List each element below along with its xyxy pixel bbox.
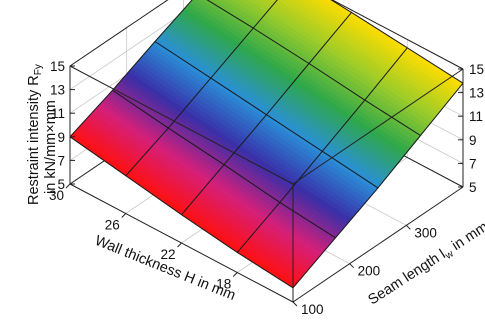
z-axis-title-line2: in kN/mm×mm [43, 100, 59, 194]
axis-ticks: 5 5 7 7 9 9 11 11 13 13 15 15 30 26 22 18 100 200 300 [49, 59, 484, 317]
x-axis-title: Wall thickness H in mm [93, 233, 238, 304]
x-tick-mark [177, 242, 182, 248]
mesh-line [69, 136, 294, 289]
z-tick-label: 9 [469, 133, 477, 148]
mesh-line [330, 0, 464, 84]
z-tick-label: 11 [469, 109, 483, 124]
z-tick-label: 5 [469, 180, 477, 195]
mesh-line [154, 41, 379, 189]
z-tick-label: 9 [57, 130, 65, 145]
box-edge [331, 0, 464, 70]
z-tick-label: 5 [57, 177, 65, 192]
x-tick-mark [121, 213, 127, 218]
z-tick-label: 11 [51, 106, 65, 121]
x-tick-label: 30 [49, 188, 64, 203]
z-tick-label: 13 [50, 83, 65, 98]
x-tick-label: 18 [216, 277, 231, 292]
y-tick-mark [292, 301, 298, 307]
surface-plot [69, 0, 464, 289]
y-tick-label: 200 [358, 264, 381, 279]
z-tick-label: 15 [50, 59, 65, 74]
x-tick-mark [65, 183, 71, 189]
box-edge [292, 186, 464, 303]
y-tick-label: 100 [301, 302, 324, 317]
y-tick-mark [349, 263, 355, 269]
gridline [69, 0, 204, 90]
y-tick-label: 300 [414, 225, 437, 240]
x-tick-label: 22 [160, 247, 175, 262]
z-tick-label: 7 [57, 153, 65, 168]
box-edge [69, 65, 294, 185]
mesh-line [206, 0, 421, 136]
x-tick-label: 26 [105, 218, 120, 233]
z-axis-title-line1: Restraint intensity RFy [26, 64, 44, 205]
z-tick-label: 7 [469, 156, 477, 171]
z-tick-label: 13 [469, 86, 484, 101]
box-edge [69, 0, 169, 67]
z-axis-title: Restraint intensity RFy [26, 64, 44, 205]
mesh-line [112, 89, 336, 239]
z-tick-label: 15 [469, 62, 484, 77]
box-edge [292, 68, 464, 185]
x-tick-mark [232, 272, 238, 277]
y-tick-mark [405, 224, 411, 230]
